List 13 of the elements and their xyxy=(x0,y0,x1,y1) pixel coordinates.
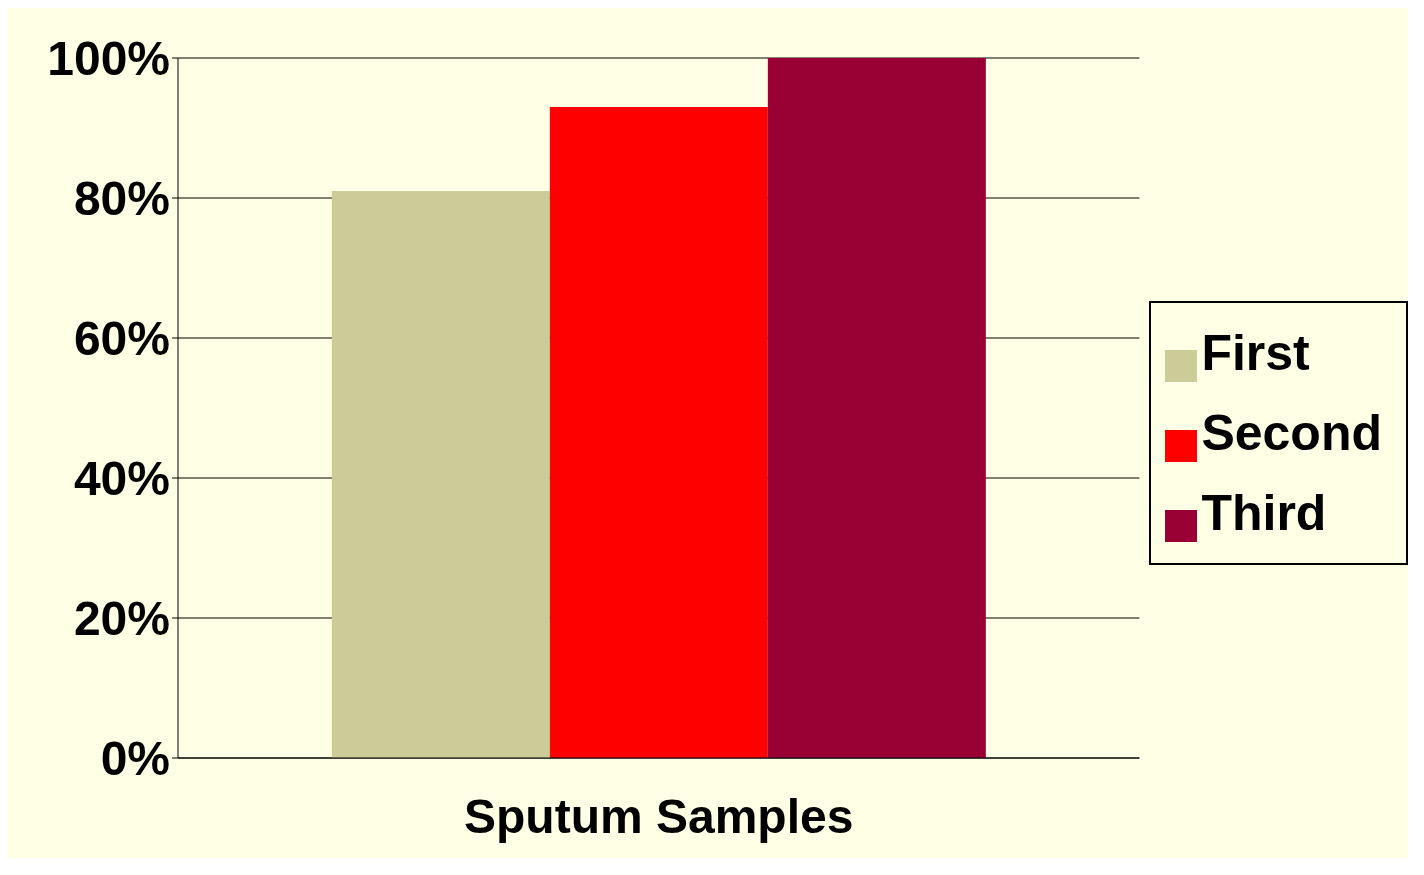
y-tick-label: 80% xyxy=(73,172,170,226)
y-tick-label: 0% xyxy=(100,732,170,786)
legend-label: Third xyxy=(1201,485,1327,541)
y-tick-label: 60% xyxy=(73,312,170,366)
legend-label: Second xyxy=(1201,405,1382,461)
y-tick-label: 20% xyxy=(73,592,170,646)
x-axis-title: Sputum Samples xyxy=(463,790,854,843)
bar xyxy=(331,191,550,758)
bar xyxy=(549,107,768,758)
y-tick-label: 100% xyxy=(47,32,170,86)
legend-label: First xyxy=(1201,325,1310,381)
y-tick-label: 40% xyxy=(73,452,170,506)
bar xyxy=(767,58,986,758)
